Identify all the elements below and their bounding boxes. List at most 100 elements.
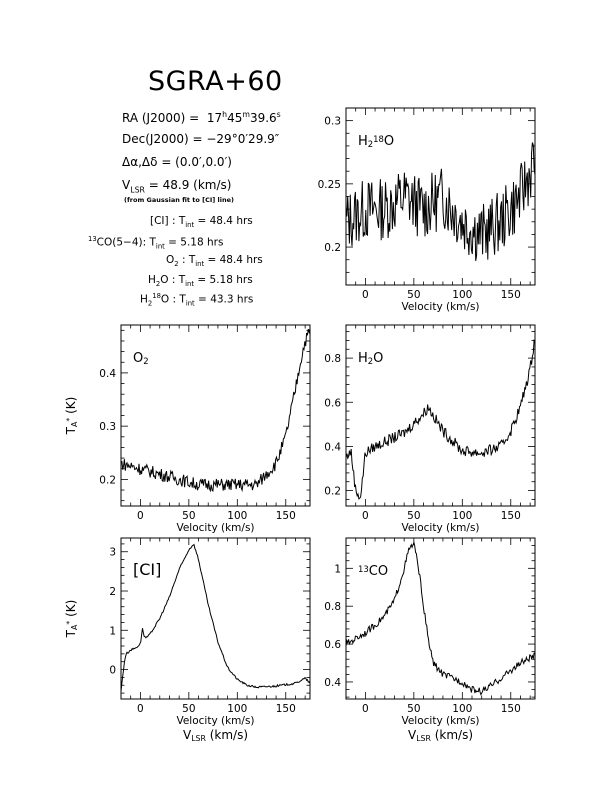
int-h218o-value: = 43.3 hrs — [194, 293, 254, 306]
x-tick-label: 150 — [501, 703, 521, 715]
y-tick-label: 0.2 — [324, 486, 341, 498]
y-tick-label: 3 — [109, 547, 116, 559]
int-ci-sub: int — [185, 221, 195, 230]
x-tick-label: 50 — [407, 510, 420, 522]
x-tick-label: 150 — [501, 289, 521, 301]
x-tick-label: 50 — [407, 703, 420, 715]
int-h2o-name: H — [148, 274, 156, 286]
x-tick-label: 100 — [452, 703, 472, 715]
int-13co-pre: 13 — [88, 235, 97, 243]
vlsr-sub: LSR — [130, 185, 145, 195]
y-tick-label: 0.4 — [324, 677, 341, 689]
x-tick-label: 100 — [227, 703, 247, 715]
plot-frame-ci — [120, 537, 311, 700]
x-axis-label: Velocity (km/s) — [176, 522, 254, 534]
dec-value: = −29°0′29.9″ — [192, 132, 280, 146]
int-h218o: H218O : Tint = 43.3 hrs — [140, 292, 253, 308]
plot-frame-13co — [345, 537, 536, 700]
ra-seconds: 39.6 — [249, 111, 277, 125]
x-axis-label: Velocity (km/s) — [401, 522, 479, 534]
series-line-o2 — [120, 328, 311, 493]
y-tick-label: 0.8 — [324, 353, 341, 365]
x-tick-label: 0 — [137, 510, 144, 522]
series-label-13co: 13CO — [358, 564, 388, 579]
series-label-ci: [CI] — [133, 560, 161, 579]
y-tick-label: 0.6 — [324, 639, 341, 651]
series-label-h218o: H218O — [358, 134, 394, 149]
int-h2o-namesub: 2 — [155, 280, 161, 289]
series-line-13co — [345, 540, 536, 696]
x-tick-label: 150 — [276, 510, 296, 522]
ra-hours-sup: h — [222, 110, 228, 119]
ra-hours: 17 — [206, 111, 223, 125]
series-line-h2o — [345, 339, 536, 500]
chart-h218o: 0 50 100 150 0.2 0.25 0.3 Velocity (km/s) H218O — [318, 107, 536, 313]
dec-label: Dec(J2000) — [122, 132, 189, 146]
x-axis-label: Velocity (km/s) — [176, 715, 254, 727]
series-label-o2: O2 — [133, 351, 149, 366]
y-tick-label: 1 — [334, 563, 341, 575]
y-tick-label: 0 — [109, 665, 116, 677]
x-axis-label: Velocity (km/s) — [401, 301, 479, 313]
y-tick-label: 0.4 — [324, 441, 341, 453]
int-ci-value: = 48.4 hrs — [194, 215, 253, 227]
ra-minutes-sup: m — [242, 110, 250, 119]
int-13co-sub: int — [155, 242, 165, 251]
series-label-h2o: H2O — [358, 351, 383, 366]
x-tick-label: 50 — [182, 510, 195, 522]
y-tick-label: 0.8 — [324, 601, 341, 613]
ra-label: RA (J2000) — [122, 111, 186, 125]
plot-frame-h2o — [345, 324, 536, 507]
int-ci-name: [CI] : T — [150, 215, 186, 227]
ra-seconds-sup: s — [276, 110, 281, 119]
x-tick-label: 100 — [227, 510, 247, 522]
offset-label: Δα,Δδ — [122, 155, 158, 169]
fit-note: (from Gaussian fit to [CI] line) — [124, 196, 234, 204]
x-tick-label: 150 — [501, 510, 521, 522]
series-line-h218o — [345, 142, 536, 261]
int-o2-namesub: 2 — [174, 260, 179, 269]
y-tick-label: 0.25 — [318, 179, 341, 191]
int-h2o-name2: O : T — [160, 274, 186, 286]
x-tick-label: 100 — [452, 289, 472, 301]
int-h2o-sub: int — [185, 280, 195, 289]
x-tick-label: 50 — [407, 289, 420, 301]
chart-o2: 0 50 100 150 0.2 0.3 0.4 Velocity (km/s) TA* (K)… — [64, 324, 311, 534]
vlsr-line: VLSR = 48.9 (km/s) — [122, 178, 231, 194]
chart-ci: 0 50 100 150 0 1 2 3 Velocity (km/s)VLSR (km/s) T… — [64, 537, 311, 743]
offset-line: Δα,Δδ = (0.0′,0.0′) — [122, 155, 232, 169]
y-tick-label: 2 — [109, 586, 116, 598]
int-h218o-name: H — [140, 293, 148, 306]
y-axis-label: TA* (K) — [64, 397, 79, 436]
int-o2-sub: int — [195, 260, 205, 269]
chart-13co: 0 50 100 150 0.4 0.6 0.8 1 Velocity (km/s)VLSR (… — [324, 537, 536, 743]
dec-line: Dec(J2000) = −29°0′29.9″ — [122, 132, 279, 146]
int-o2: O2 : Tint = 48.4 hrs — [166, 254, 263, 268]
y-tick-label: 0.2 — [99, 474, 116, 486]
ra-minutes: 45 — [227, 111, 243, 125]
page-title: SGRA+60 — [148, 66, 283, 97]
x-tick-label: 50 — [182, 703, 195, 715]
int-ci: [CI] : Tint = 48.4 hrs — [150, 215, 253, 229]
y-tick-label: 0.4 — [99, 368, 116, 380]
y-tick-label: 1 — [109, 625, 116, 637]
x-tick-label: 150 — [276, 703, 296, 715]
int-h2o: H2O : Tint = 5.18 hrs — [148, 274, 253, 288]
y-tick-label: 0.6 — [324, 397, 341, 409]
vlsr-axis-label: VLSR (km/s) — [408, 728, 473, 743]
x-tick-label: 0 — [137, 703, 144, 715]
int-13co: 13CO(5−4): Tint = 5.18 hrs — [88, 235, 223, 251]
y-tick-label: 0.3 — [324, 116, 341, 128]
x-tick-label: 0 — [362, 510, 369, 522]
int-h218o-namesub: 2 — [147, 299, 153, 308]
vlsr-value: = 48.9 (km/s) — [144, 178, 232, 192]
int-h218o-sub: int — [185, 299, 195, 308]
int-h218o-namesup: 18 — [152, 292, 161, 300]
x-tick-label: 100 — [452, 510, 472, 522]
int-13co-value: = 5.18 hrs — [164, 236, 224, 249]
offset-value: = (0.0′,0.0′) — [161, 155, 232, 169]
vlsr-axis-label: VLSR (km/s) — [183, 728, 248, 743]
vlsr-label: V — [122, 178, 131, 192]
y-axis-label: TA* (K) — [64, 600, 79, 639]
